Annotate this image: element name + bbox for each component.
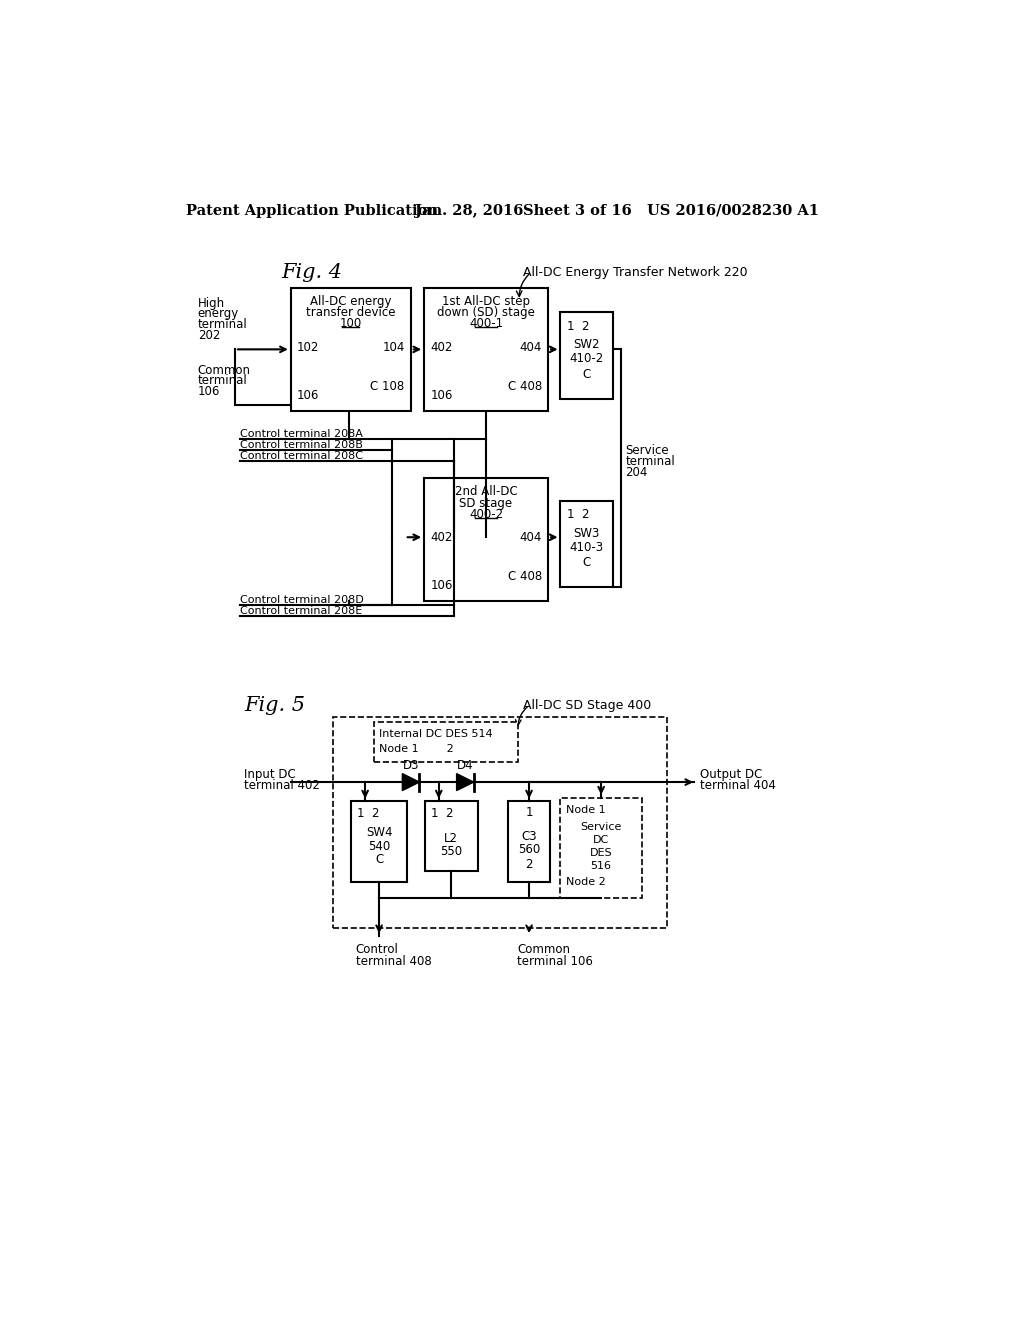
Text: Common: Common [517,944,570,957]
Text: D4: D4 [457,759,473,772]
Text: terminal: terminal [198,318,248,331]
Text: 2: 2 [525,858,532,871]
Text: 1st All-DC step: 1st All-DC step [442,296,530,308]
Text: C 108: C 108 [371,380,404,393]
Text: 106: 106 [297,389,319,403]
Text: terminal: terminal [626,455,675,469]
Text: Control terminal 208D: Control terminal 208D [241,595,365,605]
Text: terminal: terminal [198,375,248,388]
Text: terminal 402: terminal 402 [245,779,321,792]
Bar [424,288,548,411]
Text: 106: 106 [198,385,220,399]
Text: L2: L2 [444,832,458,845]
Text: C 408: C 408 [508,570,542,583]
Text: 540: 540 [368,840,390,853]
Bar [351,801,407,882]
Bar [424,478,548,601]
Text: Node 1        2: Node 1 2 [379,744,454,754]
Text: SW2: SW2 [573,338,600,351]
Text: 1  2: 1 2 [566,508,589,521]
Text: 1  2: 1 2 [357,807,380,820]
Text: Node 2: Node 2 [566,878,605,887]
Bar [375,722,518,762]
Text: Common: Common [198,363,251,376]
Text: Control terminal 208A: Control terminal 208A [241,429,364,440]
Text: DC: DC [593,834,609,845]
Text: terminal 404: terminal 404 [700,779,776,792]
Text: Jan. 28, 2016: Jan. 28, 2016 [415,203,523,218]
Text: 1  2: 1 2 [566,319,589,333]
Text: 106: 106 [430,389,453,403]
Bar [334,717,667,928]
Text: 106: 106 [430,579,453,593]
Text: 410-3: 410-3 [569,541,604,554]
Bar [560,797,642,898]
Text: 402: 402 [430,341,453,354]
Text: C: C [583,367,591,380]
Text: C 408: C 408 [508,380,542,393]
Text: down (SD) stage: down (SD) stage [437,306,535,319]
Text: 404: 404 [519,341,542,354]
Text: 404: 404 [519,531,542,544]
Bar [560,313,613,399]
Bar [560,502,613,587]
Text: SW3: SW3 [573,527,600,540]
Text: Patent Application Publication: Patent Application Publication [186,203,438,218]
Text: All-DC SD Stage 400: All-DC SD Stage 400 [523,698,651,711]
Text: terminal 106: terminal 106 [517,954,593,968]
Text: 102: 102 [297,341,319,354]
Text: 560: 560 [518,843,541,857]
Text: Input DC: Input DC [245,768,296,781]
Text: C: C [375,853,383,866]
Text: D3: D3 [402,759,419,772]
Text: Output DC: Output DC [700,768,762,781]
Text: terminal 408: terminal 408 [356,954,431,968]
Text: 516: 516 [591,861,611,871]
Text: 100: 100 [340,317,361,330]
Text: Control terminal 208B: Control terminal 208B [241,441,364,450]
Text: High: High [198,297,225,310]
Text: 400-2: 400-2 [469,508,503,521]
Text: 1: 1 [525,805,532,818]
Text: 400-1: 400-1 [469,317,503,330]
Bar [508,801,550,882]
Text: 402: 402 [430,531,453,544]
Text: Control terminal 208E: Control terminal 208E [241,606,362,615]
Text: 2nd All-DC: 2nd All-DC [455,486,517,499]
Text: transfer device: transfer device [306,306,395,319]
Text: Service: Service [581,822,622,832]
Text: Fig. 4: Fig. 4 [282,263,342,282]
Text: SW4: SW4 [366,825,392,838]
Polygon shape [402,774,420,791]
Text: 204: 204 [626,466,648,479]
Text: US 2016/0028230 A1: US 2016/0028230 A1 [647,203,819,218]
Text: SD stage: SD stage [460,496,513,510]
Text: C3: C3 [521,829,537,842]
Text: 104: 104 [382,341,404,354]
Text: 202: 202 [198,329,220,342]
Bar [291,288,411,411]
Text: 550: 550 [440,845,462,858]
Text: Internal DC DES 514: Internal DC DES 514 [379,729,493,739]
Text: Control: Control [356,944,398,957]
Text: energy: energy [198,308,239,321]
Text: 1  2: 1 2 [431,807,454,820]
Text: 410-2: 410-2 [569,352,604,366]
Text: Fig. 5: Fig. 5 [245,696,305,714]
Text: Control terminal 208C: Control terminal 208C [241,451,364,461]
Text: All-DC energy: All-DC energy [310,296,391,308]
Text: DES: DES [590,847,612,858]
Text: All-DC Energy Transfer Network 220: All-DC Energy Transfer Network 220 [523,265,748,279]
Text: Sheet 3 of 16: Sheet 3 of 16 [523,203,632,218]
Text: C: C [583,556,591,569]
Polygon shape [457,774,474,791]
Text: Service: Service [626,445,669,458]
Bar [425,801,477,871]
Text: Node 1: Node 1 [566,805,605,814]
